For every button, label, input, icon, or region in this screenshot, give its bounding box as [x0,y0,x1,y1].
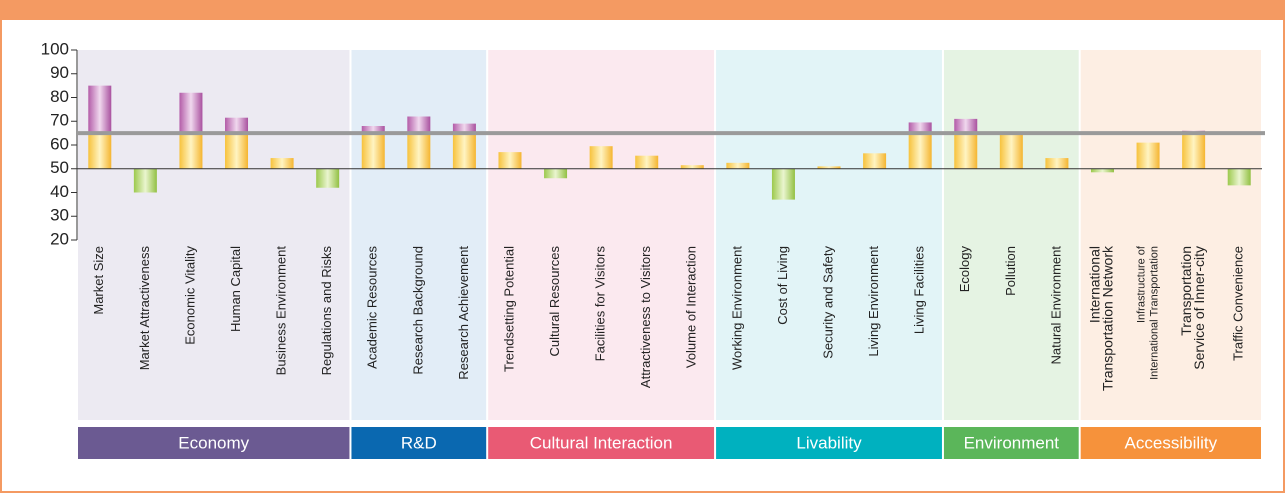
y-tick-label: 20 [50,229,69,248]
y-tick-label: 40 [50,182,69,201]
y-tick-label: 60 [50,134,69,153]
x-tick-label: Security and Safety [820,246,835,359]
group-background [488,50,715,420]
bar [589,146,613,169]
group-label-box [351,427,487,459]
x-tick-label: Living Environment [866,246,881,357]
group-label: Accessibility [1125,433,1218,452]
group-label-box [943,427,1079,459]
group-label: Economy [178,433,249,452]
x-tick-label: Transportation [1178,246,1194,336]
x-tick-label: Cultural Resources [547,246,562,357]
group-label-box [1080,427,1261,459]
group-label: Cultural Interaction [530,433,673,452]
bar-upper [908,122,932,134]
x-tick-label: Ecology [957,246,972,293]
x-tick-label: Human Capital [228,246,243,332]
header-bar [0,0,1285,20]
bar [954,133,978,169]
x-tick-label: International Transportation [1148,246,1160,380]
bar-upper [361,126,385,134]
x-tick-label: Working Environment [729,246,744,370]
bar [1045,158,1069,169]
x-tick-label: Attractiveness to Visitors [638,246,653,389]
bar-upper [954,118,978,134]
bar [1136,142,1160,169]
group-label-box [78,427,350,459]
y-tick-label: 90 [50,63,69,82]
bar [726,162,750,169]
bar [1090,168,1114,173]
bar [680,165,704,169]
group-background [1080,50,1261,420]
bar [452,133,476,169]
x-tick-label: Trendsetting Potential [501,246,516,372]
bar [544,168,568,179]
bar [133,168,157,193]
x-tick-label: Economic Vitality [182,246,197,345]
x-tick-label: Pollution [1003,246,1018,296]
x-tick-label: Infrastructure of [1135,245,1147,323]
y-tick-label: 80 [50,87,69,106]
bar [771,168,795,200]
x-tick-label: Business Environment [274,246,289,376]
bar [407,133,431,169]
group-background [943,50,1079,420]
bar [498,152,522,169]
x-tick-label: Service of Inner-city [1191,246,1207,370]
x-tick-label: Natural Environment [1048,246,1063,365]
x-tick-label: International [1087,246,1103,323]
bar [817,166,841,169]
bar-upper [407,116,431,134]
x-tick-label: Facilities for Visitors [593,246,608,362]
group-label: Livability [796,433,862,452]
bar-upper [452,123,476,134]
y-tick-label: 70 [50,111,69,130]
bar [88,133,112,169]
bar [179,133,203,169]
group-label: R&D [401,433,437,452]
x-tick-label: Market Size [91,246,106,315]
bar-upper [88,85,112,134]
x-tick-label: Academic Resources [365,246,380,369]
group-label-box [716,427,942,459]
bar-upper [225,117,249,134]
y-tick-label: 100 [41,39,69,58]
x-tick-label: Transportation Network [1100,245,1116,391]
group-background [716,50,942,420]
x-tick-label: Research Background [410,246,425,375]
x-tick-label: Cost of Living [775,246,790,325]
bar [1182,133,1206,169]
x-tick-label: Market Attractiveness [137,246,152,371]
bar-upper [179,92,203,134]
x-tick-label: Research Achievement [456,246,471,380]
bar [908,133,932,169]
x-tick-label: Regulations and Risks [319,246,334,376]
bar [863,153,887,169]
bar [316,168,340,188]
x-tick-label: Volume of Interaction [684,246,699,368]
bar [635,155,659,169]
group-label-box [488,427,715,459]
y-tick-label: 50 [50,158,69,177]
bar [361,133,385,169]
group-background [351,50,487,420]
x-tick-label: Traffic Convenience [1231,246,1246,361]
bar [225,133,249,169]
bar [270,158,294,169]
y-tick-label: 30 [50,206,69,225]
bar [999,134,1023,169]
bar [1227,168,1251,186]
group-label: Environment [964,433,1060,452]
group-background [78,50,350,420]
x-tick-label: Living Facilities [912,246,927,335]
